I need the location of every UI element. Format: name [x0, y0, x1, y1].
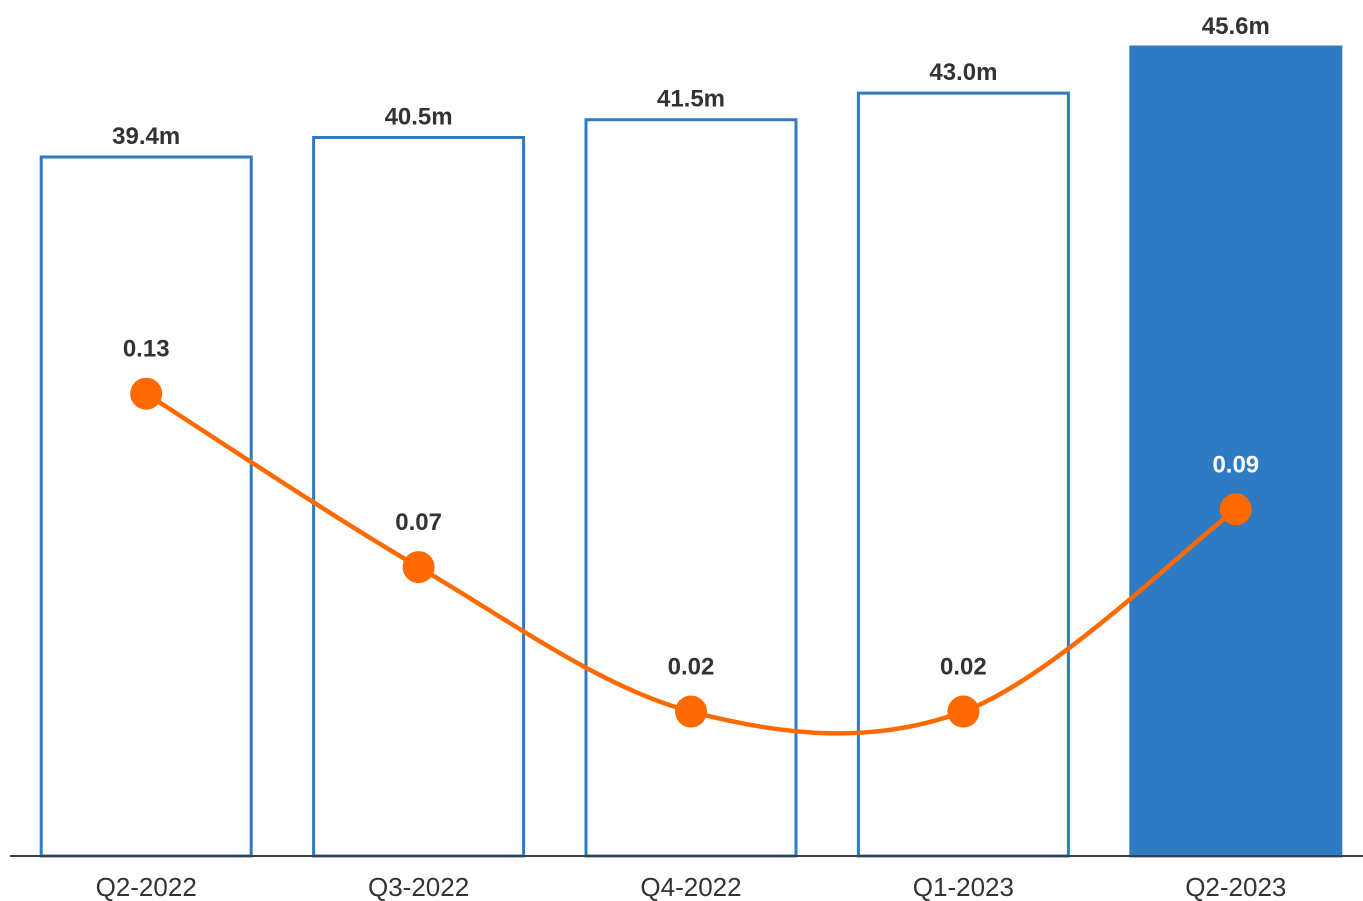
line-layer [130, 377, 1252, 736]
x-tick-label: Q4-2022 [640, 872, 741, 901]
line-point-q1-2023 [947, 695, 980, 728]
line-point-q3-2022 [402, 551, 435, 584]
x-tick-label: Q2-2023 [1185, 872, 1286, 901]
line-point-q2-2023 [1219, 493, 1252, 526]
line-point-q2-2022 [130, 377, 163, 410]
bar-value-label: 43.0m [929, 59, 997, 86]
line-value-label: 0.02 [940, 654, 987, 681]
line-value-label: 0.07 [395, 509, 442, 536]
x-tick-label: Q1-2023 [913, 872, 1014, 901]
bar-value-label: 40.5m [385, 103, 453, 130]
bar-value-label: 45.6m [1202, 13, 1270, 40]
bar-q3-2022 [312, 135, 526, 858]
bar-q1-2023 [856, 91, 1070, 858]
bar-value-label: 39.4m [112, 123, 180, 150]
line-value-label: 0.13 [123, 336, 170, 363]
line-value-label: 0.02 [668, 654, 715, 681]
bar-q2-2023 [1129, 45, 1343, 858]
x-tick-label: Q2-2022 [96, 872, 197, 901]
line-value-label: 0.09 [1212, 451, 1259, 478]
bar-q4-2022 [584, 118, 798, 858]
bar-value-label: 41.5m [657, 86, 725, 113]
labels-layer: 39.4m Q2-2022 40.5m Q3-2022 41.5m Q4-2022 43.0… [96, 13, 1287, 901]
line-point-q4-2022 [675, 695, 707, 728]
x-tick-label: Q3-2022 [368, 872, 469, 901]
bar-q2-2022 [39, 155, 253, 858]
